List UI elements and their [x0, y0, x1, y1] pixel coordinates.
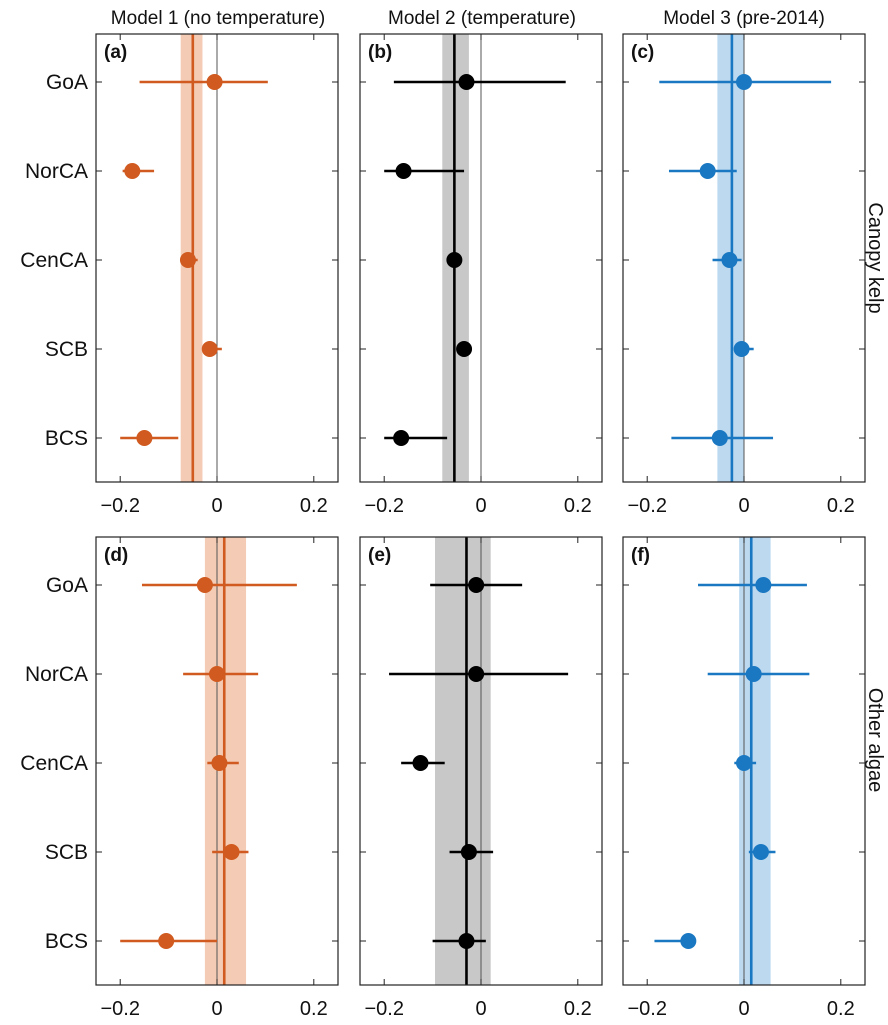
- panel-label: (f): [631, 545, 650, 566]
- panel-d: (d) GoA NorCA CenCA SCB BCS −0.2 0 0.2: [20, 536, 339, 1020]
- category-label-norca: NorCA: [25, 663, 88, 686]
- x-tick-label: −0.2: [364, 998, 403, 1020]
- estimate-point-norca: [395, 163, 412, 179]
- x-tick-label: 0.2: [300, 998, 328, 1020]
- estimate-point-scb: [223, 844, 240, 860]
- x-tick-label: −0.2: [100, 495, 139, 517]
- mean-uncertainty-band: [435, 537, 491, 985]
- x-tick-label: 0.2: [827, 998, 855, 1020]
- estimate-point-cenca: [412, 755, 429, 771]
- x-tick-label: −0.2: [627, 495, 666, 517]
- panel-a: (a) GoA NorCA CenCA SCB BCS −0.2 0 0.2: [20, 33, 339, 517]
- x-tick-label: 0.2: [827, 495, 855, 517]
- x-tick-label: 0.2: [564, 495, 592, 517]
- estimate-point-bcs: [711, 430, 728, 446]
- panel-f: (f) −0.2 0 0.2: [622, 536, 866, 1020]
- estimate-point-scb: [460, 844, 477, 860]
- x-tick-label: −0.2: [364, 495, 403, 517]
- row-title-other-algae: Other algae: [864, 688, 886, 793]
- estimate-point-scb: [456, 341, 473, 357]
- panel-label: (d): [104, 545, 128, 566]
- panel-label: (a): [104, 42, 127, 63]
- estimate-point-cenca: [721, 252, 738, 268]
- estimate-point-norca: [468, 666, 485, 682]
- category-label-bcs: BCS: [45, 930, 88, 953]
- estimate-point-goa: [736, 74, 752, 90]
- panel-label: (e): [368, 545, 391, 566]
- category-label-goa: GoA: [46, 71, 88, 94]
- estimate-point-goa: [458, 74, 475, 90]
- column-title-model2: Model 2 (temperature): [388, 8, 576, 29]
- estimate-point-norca: [699, 163, 716, 179]
- panel-e: (e) −0.2 0 0.2: [359, 536, 603, 1020]
- x-tick-label: 0: [475, 998, 486, 1020]
- panel-label: (c): [631, 42, 654, 63]
- x-tick-label: 0.2: [564, 998, 592, 1020]
- category-label-cenca: CenCA: [20, 752, 88, 775]
- estimate-point-bcs: [393, 430, 410, 446]
- estimate-point-cenca: [211, 755, 228, 771]
- estimate-point-cenca: [446, 252, 463, 268]
- estimate-point-goa: [196, 577, 213, 593]
- estimate-point-scb: [752, 844, 769, 860]
- estimate-point-goa: [206, 74, 223, 90]
- estimate-point-norca: [209, 666, 225, 682]
- x-tick-label: 0: [211, 998, 222, 1020]
- estimate-point-cenca: [179, 252, 196, 268]
- category-label-norca: NorCA: [25, 160, 88, 183]
- panel-label: (b): [368, 42, 392, 63]
- estimate-point-norca: [745, 666, 762, 682]
- estimate-point-norca: [124, 163, 141, 179]
- panel-c: (c) −0.2 0 0.2: [622, 33, 866, 517]
- category-label-scb: SCB: [45, 841, 88, 864]
- estimate-point-goa: [755, 577, 772, 593]
- estimate-point-scb: [201, 341, 218, 357]
- x-tick-label: 0: [211, 495, 222, 517]
- panel-b: (b) −0.2 0 0.2: [359, 33, 603, 517]
- category-label-goa: GoA: [46, 574, 88, 597]
- category-label-bcs: BCS: [45, 427, 88, 450]
- estimate-point-bcs: [136, 430, 153, 446]
- category-label-cenca: CenCA: [20, 249, 88, 272]
- x-tick-label: 0: [738, 495, 749, 517]
- estimate-point-bcs: [680, 933, 697, 949]
- x-tick-label: 0.2: [300, 495, 328, 517]
- x-tick-label: −0.2: [100, 998, 139, 1020]
- estimate-point-bcs: [158, 933, 175, 949]
- estimate-point-bcs: [458, 933, 475, 949]
- estimate-point-goa: [468, 577, 485, 593]
- column-title-model3: Model 3 (pre-2014): [663, 8, 825, 29]
- row-title-canopy-kelp: Canopy kelp: [864, 202, 886, 313]
- column-title-model1: Model 1 (no temperature): [111, 8, 325, 29]
- category-label-scb: SCB: [45, 338, 88, 361]
- estimate-point-scb: [733, 341, 750, 357]
- x-tick-label: 0: [475, 495, 486, 517]
- x-tick-label: −0.2: [627, 998, 666, 1020]
- estimate-point-cenca: [736, 755, 752, 771]
- x-tick-label: 0: [738, 998, 749, 1020]
